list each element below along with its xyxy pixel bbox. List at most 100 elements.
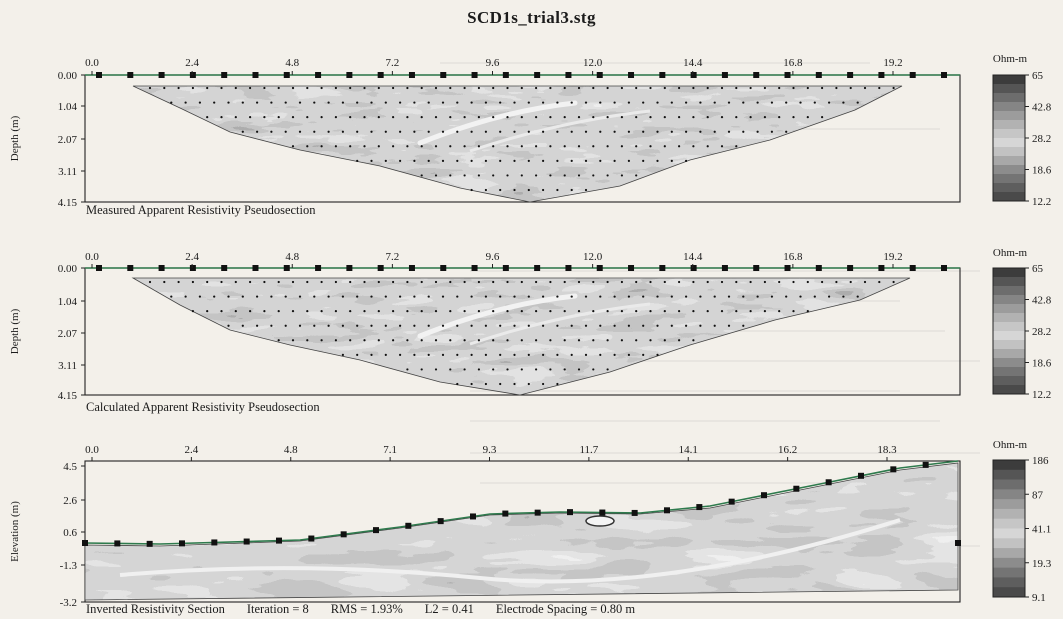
datum-point xyxy=(892,280,895,284)
datum-point xyxy=(441,159,445,162)
datum-point xyxy=(434,280,438,284)
datum-point xyxy=(535,116,538,119)
datum-point xyxy=(349,116,352,119)
datum-point xyxy=(413,130,416,133)
datum-point xyxy=(563,310,566,313)
datum-point xyxy=(184,295,187,298)
datum-point xyxy=(363,116,366,119)
datum-point xyxy=(492,174,495,177)
datum-point xyxy=(527,324,530,327)
electrode xyxy=(631,509,638,516)
datum-point xyxy=(506,339,509,342)
datum-point xyxy=(456,295,459,298)
datum-point xyxy=(670,295,673,298)
colorbar-swatch xyxy=(993,174,1025,184)
datum-point xyxy=(256,324,259,327)
electrode xyxy=(315,265,322,271)
resistivity-anomaly xyxy=(585,515,615,527)
datum-point xyxy=(727,101,731,104)
y-axis-label: Depth (m) xyxy=(9,308,21,354)
datum-point xyxy=(821,280,824,284)
datum-point xyxy=(356,159,359,162)
datum-point xyxy=(363,339,366,342)
x-tick-label: 11.7 xyxy=(579,444,598,456)
datum-point xyxy=(499,382,502,386)
datum-point xyxy=(856,101,859,104)
datum-point xyxy=(606,339,609,342)
resistivity-streak xyxy=(417,100,578,146)
datum-point xyxy=(527,101,530,104)
datum-point xyxy=(241,324,244,327)
y-axis-label: Elevation (m) xyxy=(9,501,21,562)
colorbar-swatch xyxy=(993,304,1025,314)
datum-point xyxy=(363,145,366,148)
datum-point xyxy=(277,280,280,284)
datum-point xyxy=(584,324,588,327)
datum-point xyxy=(513,130,516,133)
y-tick-label: 2.07 xyxy=(58,134,78,146)
datum-point xyxy=(356,101,359,104)
datum-point xyxy=(334,145,337,148)
datum-point xyxy=(720,310,724,313)
datum-point xyxy=(263,116,266,119)
x-tick-label: 4.8 xyxy=(285,251,299,263)
datum-point xyxy=(220,310,223,313)
datum-point xyxy=(313,101,316,104)
colorbar-swatch xyxy=(993,479,1025,490)
section-outline xyxy=(132,85,903,203)
datum-point xyxy=(306,280,309,284)
datum-point xyxy=(434,86,438,90)
datum-point xyxy=(320,280,323,284)
datum-point xyxy=(513,295,516,298)
datum-point xyxy=(313,130,316,133)
electrode xyxy=(815,265,822,271)
datum-point xyxy=(878,280,881,284)
datum-point xyxy=(334,339,337,342)
datum-point xyxy=(542,130,545,133)
colorbar-label: 65 xyxy=(1032,263,1044,275)
datum-point xyxy=(320,116,323,119)
datum-point xyxy=(620,86,624,90)
datum-point xyxy=(277,310,280,313)
datum-point xyxy=(484,159,487,162)
datum-point xyxy=(399,130,402,133)
electrode xyxy=(565,72,572,78)
datum-point xyxy=(542,382,545,386)
electrode xyxy=(909,72,916,78)
colorbar-label: 87 xyxy=(1032,489,1044,501)
electrode xyxy=(471,72,478,78)
datum-point xyxy=(828,295,831,298)
datum-point xyxy=(606,86,609,90)
electrode xyxy=(440,265,447,271)
datum-point xyxy=(706,86,709,90)
colorbar-swatch xyxy=(993,129,1025,139)
datum-point xyxy=(406,116,409,119)
datum-point xyxy=(663,310,666,313)
datum-point xyxy=(384,295,387,298)
datum-point xyxy=(756,101,759,104)
electrode xyxy=(922,461,929,468)
y-tick-label: 2.6 xyxy=(63,495,77,507)
electrode xyxy=(534,265,541,271)
datum-point xyxy=(620,339,624,342)
datum-point xyxy=(656,353,659,356)
electrode xyxy=(346,72,353,78)
datum-point xyxy=(849,280,852,284)
datum-point xyxy=(399,324,402,327)
datum-point xyxy=(420,310,423,313)
datum-point xyxy=(191,280,194,284)
datum-point xyxy=(463,174,466,177)
datum-point xyxy=(699,130,702,133)
datum-point xyxy=(535,339,538,342)
datum-point xyxy=(477,145,480,148)
datum-point xyxy=(499,188,502,192)
datum-point xyxy=(727,324,731,327)
datum-point xyxy=(249,116,252,119)
datum-point xyxy=(513,101,516,104)
colorbar-swatch xyxy=(993,111,1025,121)
y-tick-label: -1.3 xyxy=(60,560,78,572)
colorbar-swatch xyxy=(993,156,1025,166)
caption-iteration: Iteration = 8 xyxy=(247,602,309,616)
datum-point xyxy=(420,145,423,148)
datum-point xyxy=(520,368,523,371)
